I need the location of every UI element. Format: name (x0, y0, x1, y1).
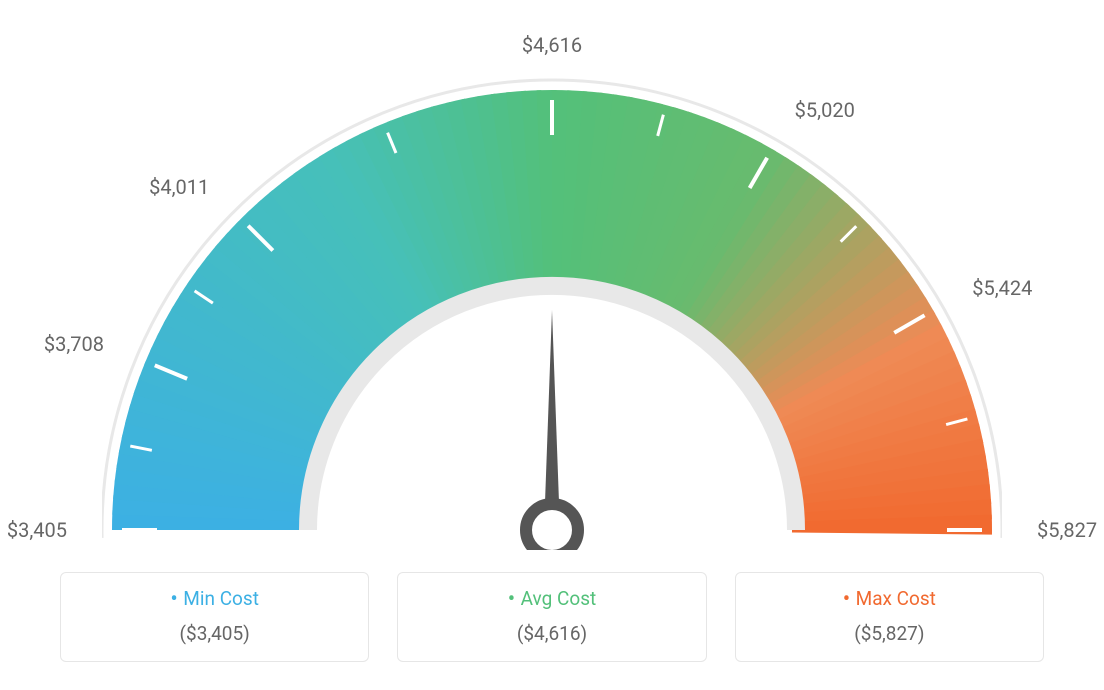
gauge-tick-label: $3,405 (7, 518, 67, 542)
min-cost-title: Min Cost (71, 587, 358, 612)
gauge-chart: $3,405 $3,708 $4,011 $4,616 $5,020 $5,424 $5,8… (0, 0, 1104, 560)
chart-container: $3,405 $3,708 $4,011 $4,616 $5,020 $5,424 $5,8… (0, 0, 1104, 690)
gauge-tick-label: $5,424 (972, 276, 1032, 300)
avg-cost-value: ($4,616) (408, 622, 695, 645)
gauge-tick-label: $5,827 (1037, 518, 1097, 542)
gauge-tick-label: $5,020 (795, 98, 855, 122)
avg-cost-title: Avg Cost (408, 587, 695, 612)
avg-cost-card: Avg Cost ($4,616) (397, 572, 706, 662)
gauge-tick-label: $4,616 (522, 33, 582, 57)
gauge-tick-label: $4,011 (149, 175, 209, 199)
min-cost-card: Min Cost ($3,405) (60, 572, 369, 662)
gauge-tick-label: $3,708 (44, 332, 104, 356)
min-cost-value: ($3,405) (71, 622, 358, 645)
gauge-svg (102, 40, 1002, 550)
max-cost-title: Max Cost (746, 587, 1033, 612)
summary-cards: Min Cost ($3,405) Avg Cost ($4,616) Max … (60, 572, 1044, 662)
max-cost-card: Max Cost ($5,827) (735, 572, 1044, 662)
max-cost-value: ($5,827) (746, 622, 1033, 645)
